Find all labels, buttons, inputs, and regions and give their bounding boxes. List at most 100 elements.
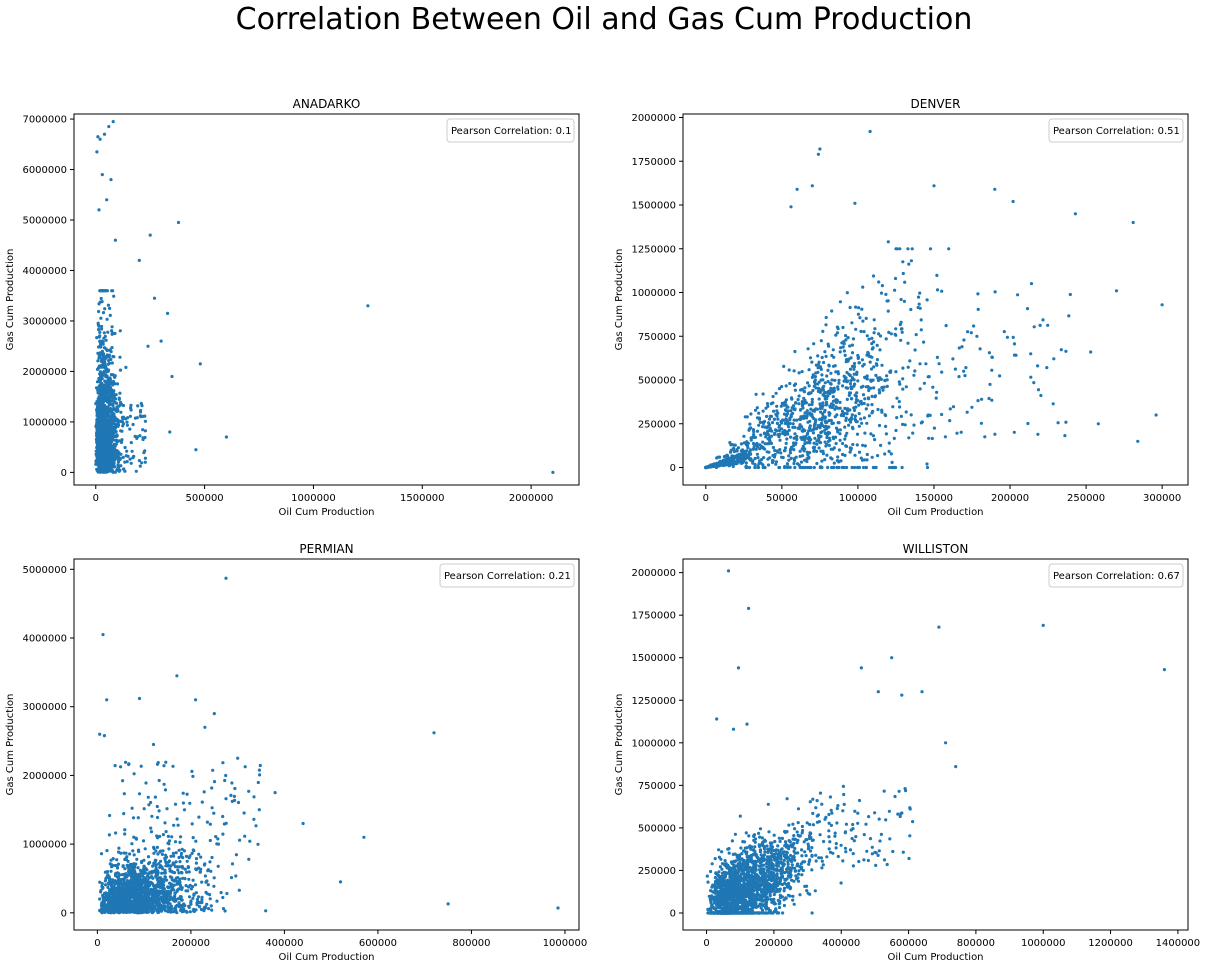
y-tick-label: 750000 <box>638 332 676 343</box>
data-point <box>925 465 930 470</box>
data-point <box>98 339 102 343</box>
data-point <box>194 861 198 865</box>
data-point <box>864 407 868 411</box>
data-point <box>196 895 201 899</box>
data-point <box>752 430 756 434</box>
data-point <box>892 436 896 440</box>
data-point <box>825 453 829 457</box>
data-point <box>793 465 797 470</box>
data-point <box>117 850 121 854</box>
data-point <box>797 427 802 431</box>
data-point <box>157 809 161 813</box>
data-point <box>126 897 131 901</box>
data-point <box>765 402 770 406</box>
data-point <box>774 460 779 464</box>
data-point <box>150 896 154 900</box>
data-point <box>817 446 821 450</box>
data-point <box>97 379 101 383</box>
data-point <box>160 871 164 875</box>
data-point <box>948 419 952 423</box>
data-point <box>809 465 813 470</box>
data-point <box>177 871 181 875</box>
data-point <box>176 823 180 827</box>
data-point <box>122 851 126 855</box>
data-point <box>197 900 201 905</box>
x-tick-label: 0 <box>703 493 709 504</box>
data-point <box>843 376 847 380</box>
data-point <box>109 373 113 377</box>
data-point <box>862 330 866 334</box>
data-point <box>863 444 867 448</box>
data-point <box>95 457 100 461</box>
data-point <box>957 375 961 379</box>
data-point <box>106 303 110 307</box>
data-point <box>788 416 792 421</box>
data-point <box>121 864 125 869</box>
data-point <box>1064 349 1068 353</box>
data-point <box>848 367 853 371</box>
data-point <box>108 401 112 405</box>
data-point <box>140 892 144 896</box>
data-point <box>96 455 100 459</box>
data-point <box>720 462 724 466</box>
data-point <box>815 449 819 453</box>
x-tick-label: 0 <box>94 938 100 949</box>
data-point <box>824 421 828 425</box>
data-point <box>95 419 99 423</box>
data-point <box>787 428 791 432</box>
data-point <box>113 764 117 768</box>
data-point <box>831 465 836 470</box>
data-point <box>869 379 874 383</box>
data-point <box>775 429 779 433</box>
data-point <box>150 814 154 818</box>
data-point <box>161 833 165 837</box>
data-point <box>841 325 845 330</box>
data-point <box>894 428 898 433</box>
data-point <box>848 382 853 386</box>
data-point <box>111 885 115 889</box>
data-point <box>95 439 99 444</box>
data-point <box>146 878 150 883</box>
data-point <box>170 884 174 888</box>
data-point <box>104 289 108 293</box>
data-point <box>135 857 139 861</box>
data-point <box>869 386 873 390</box>
data-point <box>141 428 145 432</box>
data-point <box>775 404 779 408</box>
data-point <box>143 435 147 440</box>
data-point <box>132 454 136 458</box>
data-point <box>108 306 112 310</box>
data-point <box>175 889 179 894</box>
legend-text: Pearson Correlation: 0.1 <box>451 126 572 137</box>
data-point <box>113 434 117 438</box>
data-point <box>174 904 178 908</box>
data-point <box>107 445 111 449</box>
data-point <box>191 774 195 779</box>
data-point <box>1046 323 1050 327</box>
data-point <box>202 790 206 794</box>
subplot-title: PERMIAN <box>299 542 353 556</box>
data-point <box>761 392 765 396</box>
data-point <box>947 247 951 251</box>
scatter-points <box>705 569 1166 915</box>
data-point <box>819 421 824 425</box>
data-point <box>857 403 861 407</box>
data-point <box>206 883 210 887</box>
data-point <box>134 879 138 883</box>
data-point <box>911 431 915 435</box>
data-point <box>792 902 796 906</box>
outlier-point <box>102 132 107 136</box>
data-point <box>109 465 113 469</box>
data-point <box>928 413 932 417</box>
data-point <box>102 461 106 465</box>
data-point <box>164 760 168 764</box>
data-point <box>128 852 132 856</box>
data-point <box>839 413 843 417</box>
data-point <box>740 455 744 460</box>
data-point <box>832 437 836 441</box>
data-point <box>845 465 849 470</box>
data-point <box>96 359 100 363</box>
data-point <box>787 454 791 458</box>
data-point <box>247 789 251 793</box>
data-point <box>777 424 782 428</box>
